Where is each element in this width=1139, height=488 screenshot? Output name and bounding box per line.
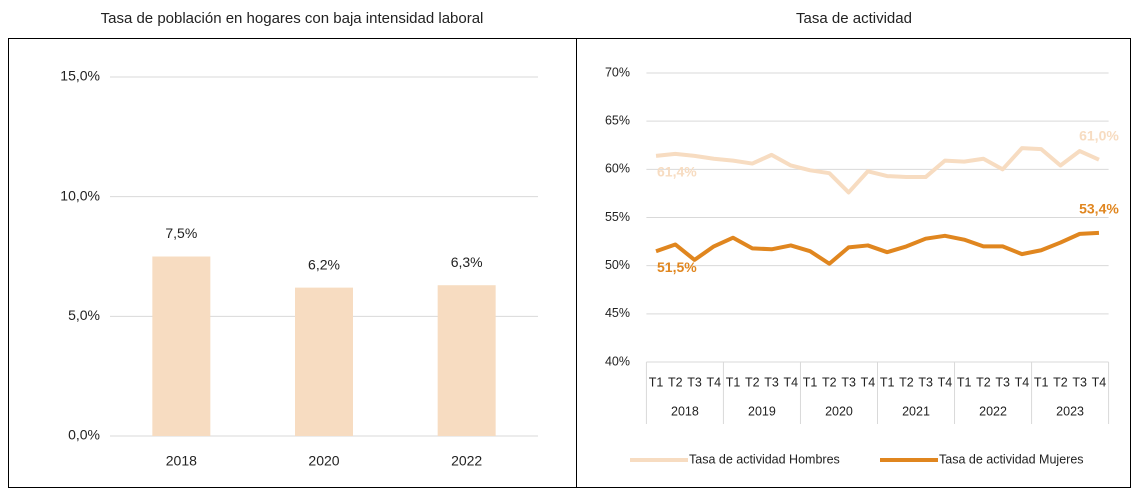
- x-group-label: 2023: [1056, 404, 1084, 418]
- x-tick-label: T1: [803, 375, 818, 389]
- x-tick-label: 2022: [451, 453, 482, 469]
- x-group-label: 2018: [671, 404, 699, 418]
- x-tick-label: T2: [668, 375, 683, 389]
- data-label: 6,3%: [451, 254, 483, 270]
- bar: [295, 287, 353, 436]
- x-group-label: 2020: [825, 404, 853, 418]
- x-tick-label: T2: [976, 375, 991, 389]
- x-tick-label: T4: [938, 375, 953, 389]
- y-tick-label: 60%: [605, 162, 630, 176]
- legend-label: Tasa de actividad Hombres: [689, 452, 840, 466]
- bar: [152, 256, 211, 436]
- x-tick-label: T3: [764, 375, 779, 389]
- x-tick-label: T3: [918, 375, 933, 389]
- y-tick-label: 40%: [605, 354, 630, 368]
- y-tick-label: 0,0%: [68, 427, 100, 443]
- data-label: 61,0%: [1079, 127, 1119, 143]
- x-tick-label: T4: [784, 375, 799, 389]
- x-group-label: 2019: [748, 404, 776, 418]
- x-tick-label: T4: [1092, 375, 1107, 389]
- data-label: 61,4%: [657, 164, 697, 180]
- y-tick-label: 45%: [605, 306, 630, 320]
- x-tick-label: T1: [1034, 375, 1049, 389]
- data-label: 53,4%: [1079, 201, 1119, 217]
- x-tick-label: T1: [726, 375, 741, 389]
- x-tick-label: T3: [841, 375, 856, 389]
- x-tick-label: T3: [995, 375, 1010, 389]
- y-tick-label: 5,0%: [68, 307, 100, 323]
- legend-label: Tasa de actividad Mujeres: [939, 452, 1084, 466]
- bar: [437, 285, 496, 436]
- x-group-label: 2021: [902, 404, 930, 418]
- y-tick-label: 15,0%: [60, 68, 100, 84]
- data-label: 7,5%: [165, 225, 197, 241]
- y-tick-label: 55%: [605, 210, 630, 224]
- y-tick-label: 65%: [605, 113, 630, 127]
- x-tick-label: 2020: [308, 453, 339, 469]
- y-tick-label: 70%: [605, 65, 630, 79]
- x-tick-label: 2018: [166, 453, 197, 469]
- x-tick-label: T1: [957, 375, 972, 389]
- x-tick-label: T2: [1053, 375, 1068, 389]
- x-tick-label: T3: [687, 375, 702, 389]
- x-tick-label: T2: [745, 375, 760, 389]
- x-tick-label: T1: [880, 375, 895, 389]
- x-tick-label: T4: [861, 375, 876, 389]
- data-label: 6,2%: [308, 256, 340, 272]
- line: [655, 230, 1100, 266]
- x-tick-label: T2: [899, 375, 914, 389]
- x-tick-label: T2: [822, 375, 837, 389]
- x-group-label: 2022: [979, 404, 1007, 418]
- y-tick-label: 10,0%: [60, 187, 100, 203]
- data-label: 51,5%: [657, 259, 697, 275]
- chart-title: Tasa de población en hogares con baja in…: [101, 10, 484, 27]
- x-tick-label: T3: [1072, 375, 1087, 389]
- x-tick-label: T4: [707, 375, 722, 389]
- x-tick-label: T1: [649, 375, 664, 389]
- y-tick-label: 50%: [605, 258, 630, 272]
- x-tick-label: T4: [1015, 375, 1030, 389]
- chart-title: Tasa de actividad: [796, 10, 912, 27]
- line: [655, 146, 1100, 195]
